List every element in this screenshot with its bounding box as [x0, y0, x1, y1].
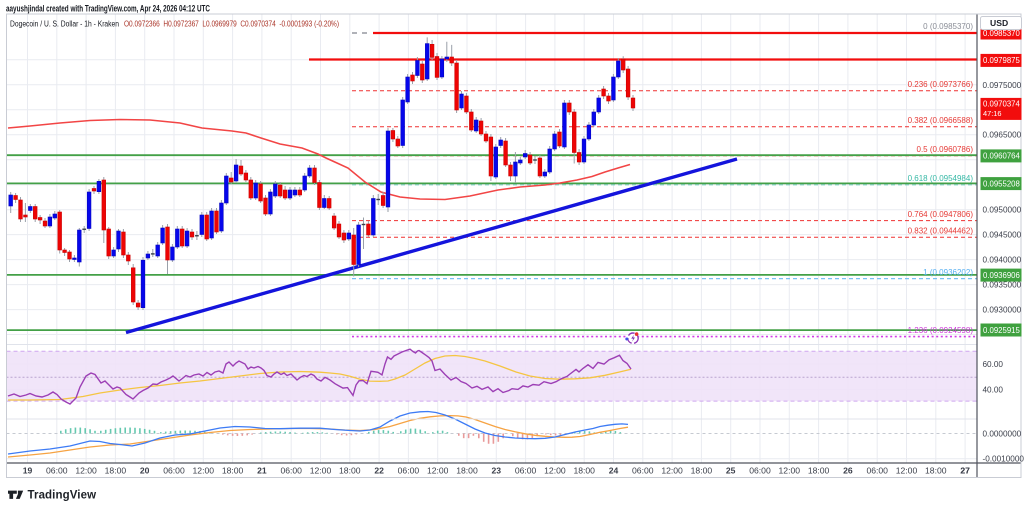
svg-text:12:00: 12:00 [896, 466, 918, 476]
svg-text:Dogecoin / U. S. Dollar - 1h -: Dogecoin / U. S. Dollar - 1h - Kraken [10, 19, 119, 28]
svg-text:0 (0.0985370): 0 (0.0985370) [923, 22, 973, 31]
svg-text:06:00: 06:00 [515, 466, 537, 476]
svg-text:0.0975000: 0.0975000 [983, 81, 1022, 90]
svg-text:1.236 (0.0924598): 1.236 (0.0924598) [908, 326, 974, 335]
svg-text:0.0935000: 0.0935000 [983, 281, 1022, 290]
svg-text:18:00: 18:00 [691, 466, 713, 476]
svg-text:-0.0010000: -0.0010000 [983, 455, 1024, 464]
svg-text:0.382 (0.0966588): 0.382 (0.0966588) [908, 116, 974, 125]
svg-text:12:00: 12:00 [779, 466, 801, 476]
svg-text:12:00: 12:00 [193, 466, 215, 476]
svg-text:0.764 (0.0947806): 0.764 (0.0947806) [908, 210, 974, 219]
svg-text:12:00: 12:00 [310, 466, 332, 476]
svg-text:0.0960764: 0.0960764 [983, 152, 1021, 161]
svg-text:USD: USD [990, 18, 1008, 28]
svg-text:0.0936906: 0.0936906 [983, 271, 1020, 280]
svg-text:18:00: 18:00 [573, 466, 595, 476]
svg-text:06:00: 06:00 [163, 466, 185, 476]
svg-text:18:00: 18:00 [808, 466, 830, 476]
svg-text:18:00: 18:00 [222, 466, 244, 476]
svg-text:40.00: 40.00 [983, 386, 1004, 395]
svg-text:47:16: 47:16 [983, 109, 1002, 118]
svg-text:0.0955208: 0.0955208 [983, 179, 1020, 188]
svg-text:12:00: 12:00 [75, 466, 97, 476]
svg-text:18:00: 18:00 [925, 466, 947, 476]
svg-text:TradingView: TradingView [28, 490, 97, 502]
svg-text:27: 27 [960, 466, 970, 476]
svg-text:12:00: 12:00 [544, 466, 566, 476]
svg-text:0.0925915: 0.0925915 [983, 326, 1021, 335]
svg-text:20: 20 [140, 466, 150, 476]
svg-text:0.0965000: 0.0965000 [983, 131, 1022, 140]
svg-text:23: 23 [492, 466, 502, 476]
svg-text:0.0930000: 0.0930000 [983, 306, 1022, 315]
svg-text:0.0979875: 0.0979875 [983, 56, 1021, 65]
svg-text:19: 19 [23, 466, 33, 476]
svg-text:18:00: 18:00 [105, 466, 127, 476]
svg-text:0.0970374: 0.0970374 [983, 100, 1021, 109]
svg-text:21: 21 [257, 466, 267, 476]
svg-text:0.236 (0.0973766): 0.236 (0.0973766) [908, 80, 974, 89]
svg-text:O0.0972366 H0.0972367 L0.096: O0.0972366 H0.0972367 L0.0969979 C0.0970… [124, 19, 339, 28]
svg-text:0.0985370: 0.0985370 [983, 29, 1021, 38]
svg-text:06:00: 06:00 [280, 466, 302, 476]
svg-text:0.0940000: 0.0940000 [983, 256, 1022, 265]
svg-text:06:00: 06:00 [46, 466, 68, 476]
svg-text:24: 24 [609, 466, 619, 476]
svg-text:0.832 (0.0944462): 0.832 (0.0944462) [908, 227, 974, 236]
svg-text:0.0000000: 0.0000000 [983, 430, 1022, 439]
svg-text:26: 26 [843, 466, 853, 476]
svg-text:06:00: 06:00 [749, 466, 771, 476]
svg-text:22: 22 [374, 466, 384, 476]
svg-text:06:00: 06:00 [866, 466, 888, 476]
svg-text:12:00: 12:00 [427, 466, 449, 476]
svg-text:18:00: 18:00 [456, 466, 478, 476]
svg-text:0.618 (0.0954984): 0.618 (0.0954984) [908, 174, 974, 183]
svg-text:0.0945000: 0.0945000 [983, 231, 1022, 240]
svg-text:18:00: 18:00 [339, 466, 361, 476]
svg-text:1 (0.0936202): 1 (0.0936202) [923, 268, 973, 277]
svg-text:0.5 (0.0960786): 0.5 (0.0960786) [917, 145, 974, 154]
svg-text:06:00: 06:00 [632, 466, 654, 476]
svg-text:0.0950000: 0.0950000 [983, 206, 1022, 215]
svg-text:60.00: 60.00 [983, 360, 1004, 369]
svg-text:27: 27 [960, 466, 970, 476]
svg-text:12:00: 12:00 [661, 466, 683, 476]
svg-text:25: 25 [726, 466, 736, 476]
svg-text:aayushjindal created with Trad: aayushjindal created with TradingView.co… [6, 4, 210, 14]
svg-text:06:00: 06:00 [398, 466, 420, 476]
